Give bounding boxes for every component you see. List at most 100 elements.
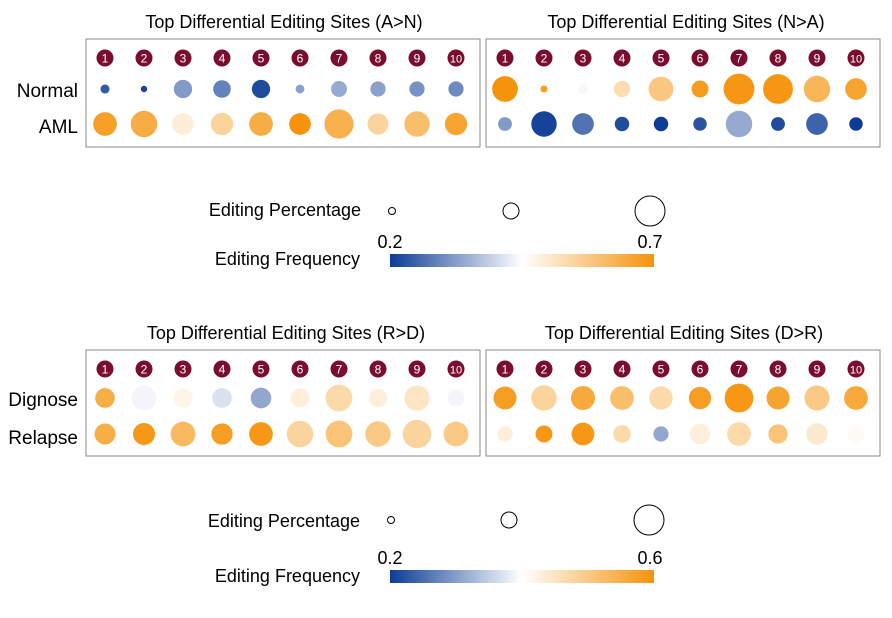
bubble-normal-site-2 xyxy=(540,85,548,93)
bubble-dignose-site-10 xyxy=(844,386,868,410)
bubble-dignose-site-7 xyxy=(724,383,754,413)
bubble-aml-site-6 xyxy=(289,113,311,135)
bubble-aml-site-9 xyxy=(404,111,430,137)
bubble-normal-site-5 xyxy=(251,79,271,99)
site-badge-8 xyxy=(769,360,787,378)
bubble-relapse-site-3 xyxy=(170,421,196,447)
bubble-dignose-site-10 xyxy=(447,389,465,407)
legend2-size-large xyxy=(633,504,665,536)
site-badge-9 xyxy=(408,49,426,67)
bubble-normal-site-1 xyxy=(492,76,518,102)
site-number-3: 3 xyxy=(580,52,587,66)
panel-title-r-d: Top Differential Editing Sites (R>D) xyxy=(147,323,425,343)
site-number-8: 8 xyxy=(775,52,782,66)
legend2-size-label: Editing Percentage xyxy=(208,511,360,531)
legend2-size-small xyxy=(387,516,395,524)
bubble-normal-site-2 xyxy=(140,85,148,93)
bubble-aml-site-4 xyxy=(210,112,234,136)
bubble-aml-site-10 xyxy=(849,117,863,131)
site-badge-3 xyxy=(574,360,592,378)
bubble-aml-site-9 xyxy=(806,113,828,135)
site-number-2: 2 xyxy=(541,52,548,66)
panel-a-n-bubbles: 1 2 3 4 5 6 7 8 9 10 xyxy=(93,49,468,139)
site-number-8: 8 xyxy=(375,52,382,66)
bubble-relapse-site-4 xyxy=(613,425,631,443)
legend1-color-label: Editing Frequency xyxy=(215,249,360,269)
site-badge-2 xyxy=(535,49,553,67)
site-number-1: 1 xyxy=(502,363,509,377)
bubble-dignose-site-4 xyxy=(610,386,634,410)
site-badge-7 xyxy=(730,49,748,67)
bubble-normal-site-6 xyxy=(295,84,305,94)
site-number-5: 5 xyxy=(258,52,265,66)
bubble-dignose-site-1 xyxy=(493,386,517,410)
bubble-relapse-site-4 xyxy=(211,423,233,445)
site-badge-7 xyxy=(330,49,348,67)
bubble-normal-site-9 xyxy=(409,81,425,97)
site-badge-6 xyxy=(691,49,709,67)
site-badge-5 xyxy=(252,360,270,378)
bubble-dignose-site-9 xyxy=(404,385,430,411)
bubble-normal-site-3 xyxy=(173,79,193,99)
bubble-relapse-site-9 xyxy=(806,423,828,445)
site-number-4: 4 xyxy=(619,52,626,66)
site-number-9: 9 xyxy=(814,363,821,377)
site-number-10: 10 xyxy=(450,54,462,66)
bubble-dignose-site-5 xyxy=(649,386,673,410)
bubble-normal-site-10 xyxy=(448,81,464,97)
site-badge-2 xyxy=(135,49,153,67)
bubble-aml-site-8 xyxy=(367,113,389,135)
site-number-10: 10 xyxy=(850,54,862,66)
site-badge-7 xyxy=(730,360,748,378)
bubble-normal-site-8 xyxy=(763,74,793,104)
bubble-aml-site-7 xyxy=(324,109,354,139)
site-number-6: 6 xyxy=(297,52,304,66)
site-number-5: 5 xyxy=(658,52,665,66)
row-label-relapse: Relapse xyxy=(8,428,78,449)
site-badge-5 xyxy=(652,49,670,67)
panel-d-r-bubbles: 1 2 3 4 5 6 7 8 9 10 xyxy=(493,360,868,446)
bubble-normal-site-10 xyxy=(845,78,867,100)
bubble-aml-site-8 xyxy=(771,117,785,131)
site-badge-1 xyxy=(96,360,114,378)
site-number-5: 5 xyxy=(658,363,665,377)
legend1-color-max: 0.7 xyxy=(637,232,662,252)
bubble-dignose-site-3 xyxy=(173,388,193,408)
site-number-1: 1 xyxy=(102,363,109,377)
site-number-6: 6 xyxy=(697,52,704,66)
site-badge-10 xyxy=(847,49,865,67)
bubble-normal-site-6 xyxy=(691,80,709,98)
bubble-aml-site-5 xyxy=(249,112,273,136)
site-badge-10 xyxy=(847,360,865,378)
bubble-dignose-site-4 xyxy=(212,388,232,408)
panel-title-a-n: Top Differential Editing Sites (A>N) xyxy=(145,12,422,32)
legend1-size-small xyxy=(388,207,396,215)
site-number-8: 8 xyxy=(375,363,382,377)
site-number-7: 7 xyxy=(736,52,743,66)
panel-title-d-r: Top Differential Editing Sites (D>R) xyxy=(545,323,823,343)
bubble-normal-site-4 xyxy=(213,80,231,98)
site-badge-2 xyxy=(535,360,553,378)
site-number-6: 6 xyxy=(297,363,304,377)
site-number-4: 4 xyxy=(219,52,226,66)
bubble-aml-site-4 xyxy=(614,116,630,132)
site-number-6: 6 xyxy=(697,363,704,377)
panel-frame-r-d xyxy=(85,349,481,457)
row-label-aml: AML xyxy=(39,117,78,138)
bubble-aml-site-2 xyxy=(130,110,158,138)
legend2-color-label: Editing Frequency xyxy=(215,566,360,586)
site-number-2: 2 xyxy=(541,363,548,377)
site-number-1: 1 xyxy=(102,52,109,66)
panel-n-a-bubbles: 1 2 3 4 5 6 7 8 9 10 xyxy=(492,49,867,138)
legend1-size-label: Editing Percentage xyxy=(209,200,361,220)
bubble-relapse-site-1 xyxy=(94,423,116,445)
bubble-normal-site-1 xyxy=(100,84,110,94)
panel-frame-d-r xyxy=(485,349,881,457)
site-badge-4 xyxy=(213,360,231,378)
site-badge-2 xyxy=(135,360,153,378)
bubble-aml-site-1 xyxy=(498,117,512,131)
bubble-relapse-site-5 xyxy=(249,422,273,446)
bubble-relapse-site-6 xyxy=(689,423,711,445)
bubble-normal-site-8 xyxy=(370,81,386,97)
bubble-dignose-site-8 xyxy=(368,388,388,408)
